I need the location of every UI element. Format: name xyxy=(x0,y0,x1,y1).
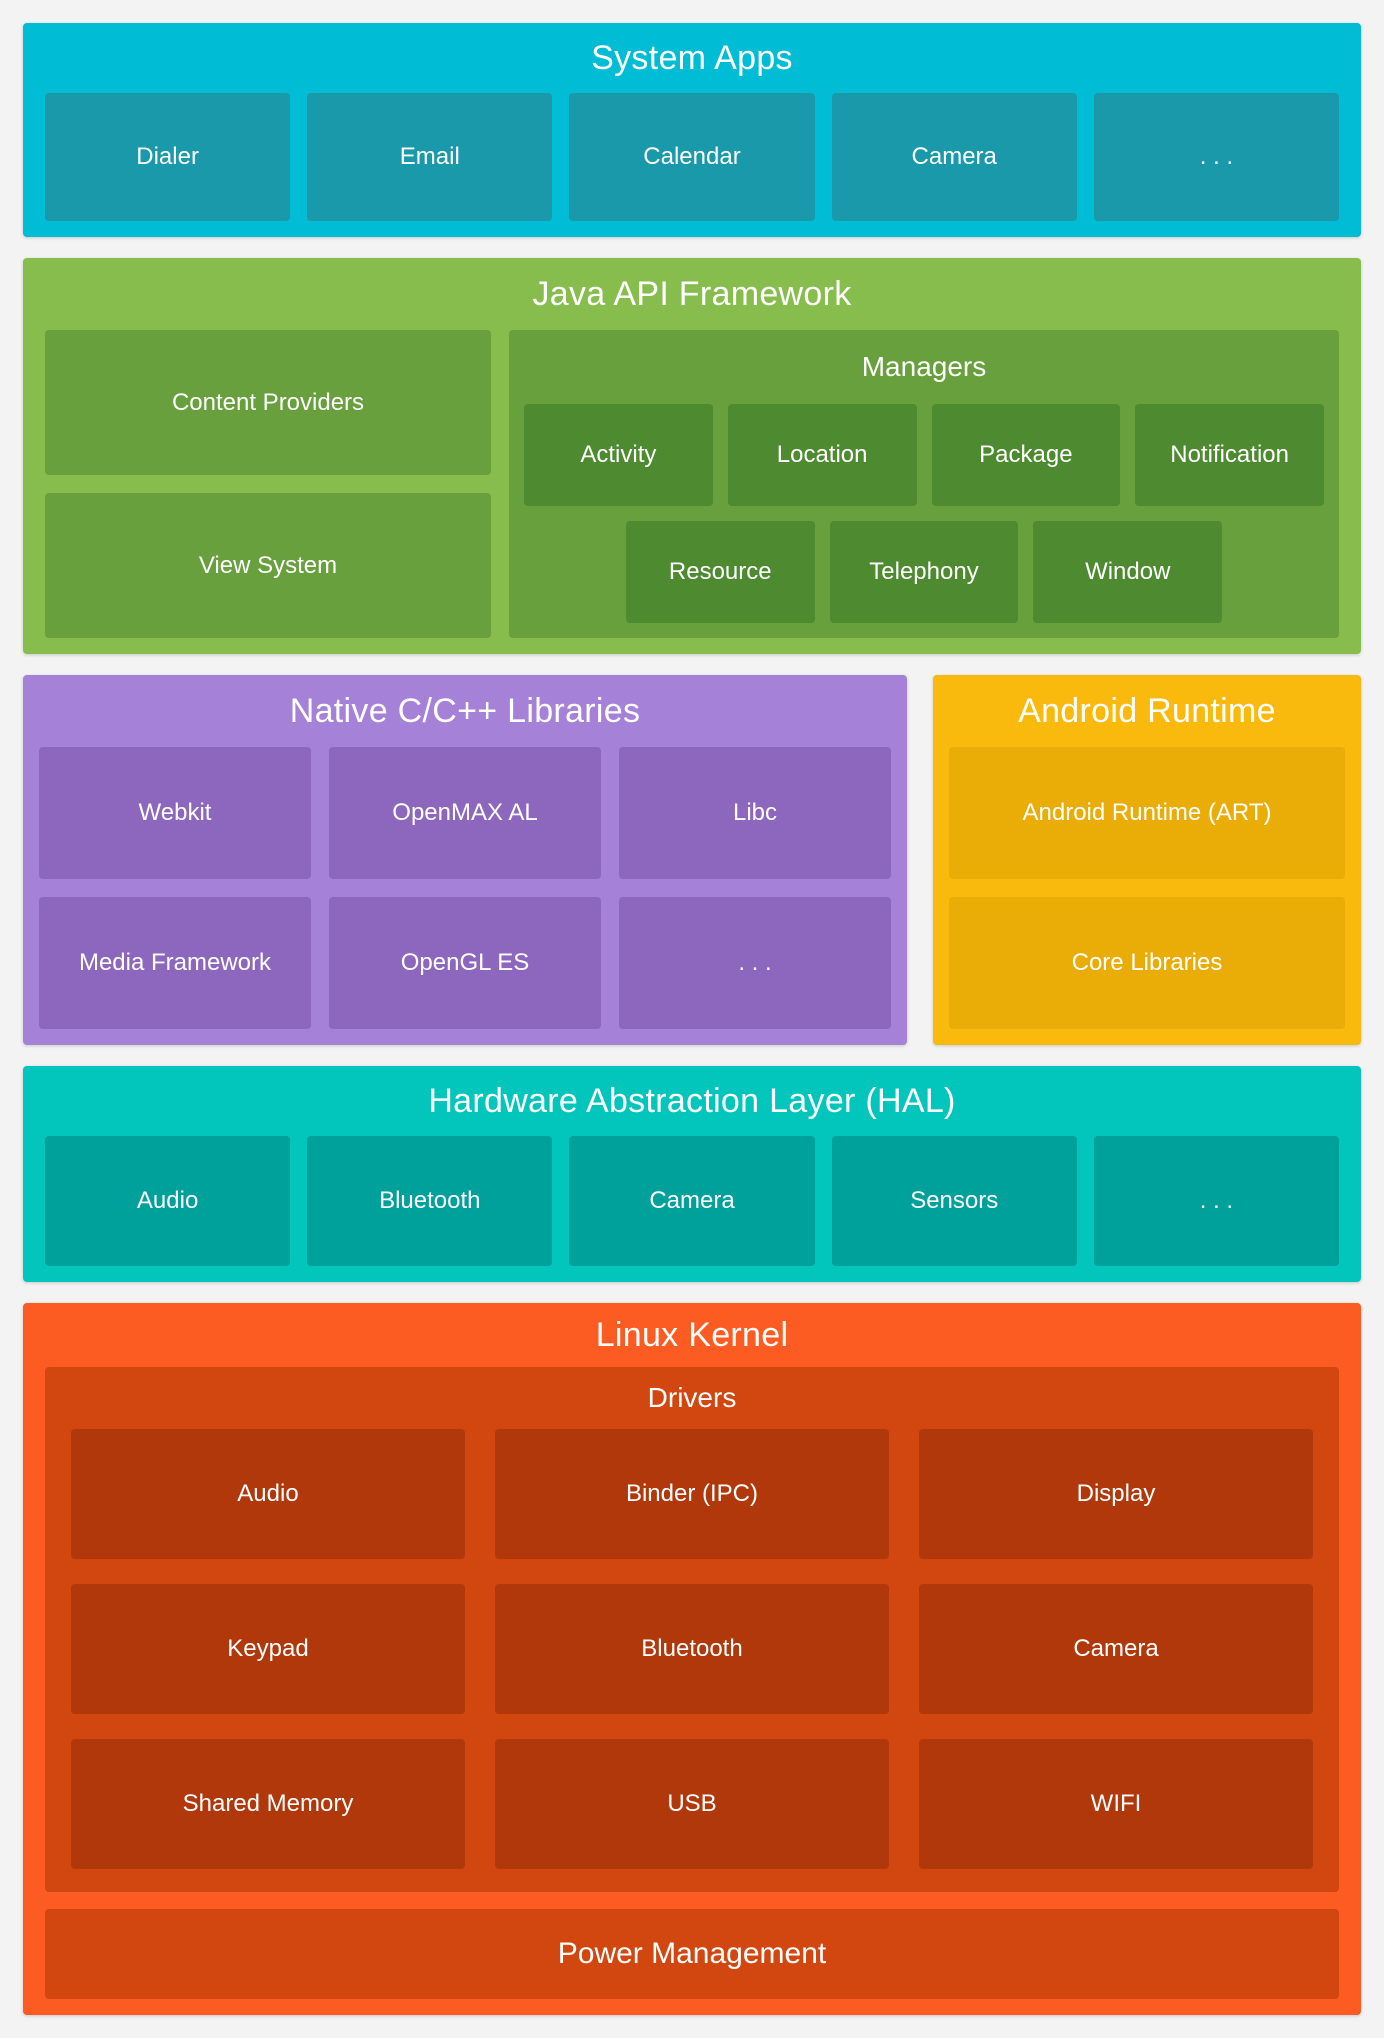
layer-linux-kernel: Linux Kernel Drivers Audio Binder (IPC) … xyxy=(23,1303,1361,2015)
system-apps-box-row: Dialer Email Calendar Camera . . . xyxy=(23,93,1361,237)
box-content-providers: Content Providers xyxy=(45,330,491,475)
box-system-apps-more: . . . xyxy=(1093,93,1340,221)
drivers-grid: Audio Binder (IPC) Display Keypad Blueto… xyxy=(71,1429,1313,1869)
layer-java-api-framework: Java API Framework Content Providers Vie… xyxy=(23,258,1361,654)
box-camera-app: Camera xyxy=(831,93,1077,221)
box-core-libraries: Core Libraries xyxy=(949,897,1345,1029)
box-package-manager: Package xyxy=(931,404,1121,506)
managers-title: Managers xyxy=(861,351,987,382)
linux-kernel-content: Drivers Audio Binder (IPC) Display Keypa… xyxy=(23,1367,1361,2015)
layer-native-libraries: Native C/C++ Libraries Webkit OpenMAX AL… xyxy=(23,675,907,1045)
box-openmax-al: OpenMAX AL xyxy=(329,747,601,879)
box-view-system: View System xyxy=(45,493,491,638)
box-webkit: Webkit xyxy=(39,747,311,879)
box-driver-display: Display xyxy=(919,1429,1313,1559)
libraries-runtime-row: Native C/C++ Libraries Webkit OpenMAX AL… xyxy=(23,675,1361,1045)
drivers-group: Drivers Audio Binder (IPC) Display Keypa… xyxy=(45,1367,1339,1892)
managers-row-2: Resource Telephony Window xyxy=(524,521,1324,623)
box-media-framework: Media Framework xyxy=(39,897,311,1029)
system-apps-title: System Apps xyxy=(591,38,793,77)
hal-title: Hardware Abstraction Layer (HAL) xyxy=(428,1081,956,1120)
box-native-libs-more: . . . xyxy=(619,897,891,1029)
box-window-manager: Window xyxy=(1033,521,1223,623)
box-driver-keypad: Keypad xyxy=(71,1584,465,1714)
box-hal-camera: Camera xyxy=(569,1136,815,1266)
hal-box-row: Audio Bluetooth Camera Sensors . . . xyxy=(23,1136,1361,1282)
box-email: Email xyxy=(307,93,553,221)
box-telephony-manager: Telephony xyxy=(829,521,1019,623)
box-power-management: Power Management xyxy=(45,1909,1339,1999)
box-driver-binder-ipc: Binder (IPC) xyxy=(495,1429,889,1559)
box-location-manager: Location xyxy=(727,404,917,506)
box-driver-bluetooth: Bluetooth xyxy=(495,1584,889,1714)
box-activity-manager: Activity xyxy=(524,404,713,506)
android-runtime-column: Android Runtime (ART) Core Libraries xyxy=(933,747,1361,1045)
box-resource-manager: Resource xyxy=(625,521,815,623)
box-driver-wifi: WIFI xyxy=(919,1739,1313,1869)
box-dialer: Dialer xyxy=(45,93,291,221)
managers-group: Managers Activity Location Package Notif… xyxy=(509,330,1339,638)
box-opengl-es: OpenGL ES xyxy=(329,897,601,1029)
box-driver-usb: USB xyxy=(495,1739,889,1869)
layer-system-apps: System Apps Dialer Email Calendar Camera… xyxy=(23,23,1361,237)
box-hal-bluetooth: Bluetooth xyxy=(307,1136,553,1266)
box-hal-more: . . . xyxy=(1093,1136,1340,1266)
box-libc: Libc xyxy=(619,747,891,879)
native-libs-grid: Webkit OpenMAX AL Libc Media Framework O… xyxy=(23,747,907,1045)
box-hal-sensors: Sensors xyxy=(831,1136,1077,1266)
java-api-left-column: Content Providers View System xyxy=(45,330,491,638)
linux-kernel-title: Linux Kernel xyxy=(595,1315,789,1354)
drivers-title: Drivers xyxy=(647,1382,737,1413)
managers-row-1: Activity Location Package Notification xyxy=(524,404,1324,506)
box-driver-audio: Audio xyxy=(71,1429,465,1559)
box-driver-shared-memory: Shared Memory xyxy=(71,1739,465,1869)
android-runtime-title: Android Runtime xyxy=(1018,691,1276,730)
box-art: Android Runtime (ART) xyxy=(949,747,1345,879)
java-api-title: Java API Framework xyxy=(532,274,852,313)
java-api-content: Content Providers View System Managers A… xyxy=(23,330,1361,654)
box-calendar: Calendar xyxy=(569,93,815,221)
layer-hal: Hardware Abstraction Layer (HAL) Audio B… xyxy=(23,1066,1361,1282)
native-libs-title: Native C/C++ Libraries xyxy=(289,691,641,730)
layer-android-runtime: Android Runtime Android Runtime (ART) Co… xyxy=(933,675,1361,1045)
box-hal-audio: Audio xyxy=(45,1136,291,1266)
box-notification-manager: Notification xyxy=(1135,404,1324,506)
box-driver-camera: Camera xyxy=(919,1584,1313,1714)
